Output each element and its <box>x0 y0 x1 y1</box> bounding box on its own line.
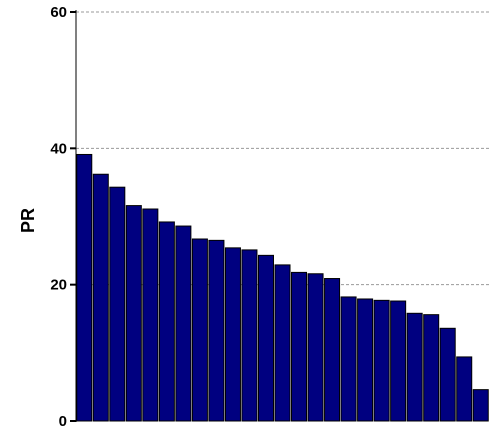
bar-20 <box>390 300 407 422</box>
bar-10 <box>224 247 241 422</box>
bar-18 <box>357 298 374 422</box>
bar-25 <box>472 389 489 422</box>
bar-7 <box>175 225 192 422</box>
bar-5 <box>142 208 159 422</box>
bar-14 <box>291 271 308 422</box>
y-tick-label-0: 0 <box>59 413 67 430</box>
bar-4 <box>125 205 142 422</box>
bar-6 <box>158 221 175 422</box>
bar-22 <box>423 314 440 422</box>
bar-17 <box>340 296 357 422</box>
bar-2 <box>92 173 109 422</box>
bar-21 <box>406 312 423 422</box>
bar-16 <box>324 278 341 422</box>
bars <box>76 153 489 422</box>
bar-23 <box>439 327 456 422</box>
bar-19 <box>373 299 390 422</box>
y-tick-label-2: 40 <box>50 140 67 157</box>
bar-24 <box>456 356 473 422</box>
y-axis: 0 20 40 60 <box>50 4 77 430</box>
bar-9 <box>208 239 225 422</box>
bar-8 <box>191 238 208 422</box>
bar-13 <box>274 264 291 422</box>
bar-12 <box>257 254 274 422</box>
y-tick-label-1: 20 <box>50 277 67 294</box>
bar-3 <box>109 186 126 422</box>
y-axis-title: PR <box>18 208 38 233</box>
bar-1 <box>76 153 93 422</box>
bar-15 <box>307 273 324 422</box>
bar-11 <box>241 249 258 422</box>
y-tick-label-3: 60 <box>50 4 67 21</box>
